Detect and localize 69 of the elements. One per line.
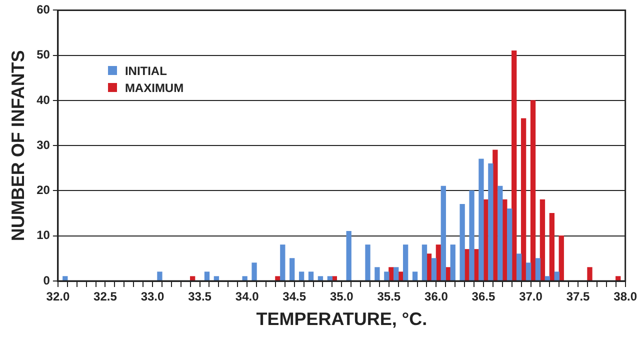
- y-tick-label: 10: [36, 228, 50, 242]
- bar: [530, 100, 536, 281]
- y-tick-label: 60: [36, 2, 50, 17]
- bar: [384, 272, 390, 281]
- bar: [516, 254, 522, 281]
- bar: [526, 262, 532, 281]
- bar: [549, 212, 555, 281]
- bar: [204, 272, 210, 281]
- bar: [512, 50, 517, 281]
- x-tick-label: 37.5: [566, 290, 590, 304]
- bar: [422, 244, 428, 281]
- bar: [554, 272, 560, 281]
- x-tick-label: 33.0: [140, 290, 165, 304]
- bar: [214, 276, 220, 281]
- bar: [520, 118, 526, 281]
- bar: [275, 276, 280, 281]
- x-tick-label: 32.5: [94, 290, 118, 304]
- bar: [374, 267, 380, 281]
- bar: [403, 244, 408, 281]
- bar: [327, 276, 333, 281]
- bar: [469, 190, 474, 281]
- bar: [308, 272, 314, 281]
- x-tick-label: 37.0: [519, 290, 543, 304]
- bar: [252, 262, 257, 281]
- bar: [616, 276, 621, 281]
- bar: [318, 276, 324, 281]
- x-tick-label: 33.5: [188, 290, 212, 304]
- x-tick-label: 38.0: [614, 290, 638, 304]
- x-axis-title: TEMPERATURE, °C.: [256, 309, 428, 330]
- bar: [450, 244, 456, 281]
- y-tick-label: 30: [36, 138, 50, 152]
- bar: [157, 272, 162, 281]
- bar: [440, 186, 446, 281]
- x-tick-label: 32.0: [46, 290, 70, 304]
- bar: [298, 272, 304, 281]
- legend-label: MAXIMUM: [124, 80, 184, 95]
- bar: [346, 231, 352, 281]
- legend-label: INITIAL: [124, 64, 167, 78]
- bar: [62, 276, 68, 281]
- x-tick-label: 36.5: [472, 290, 496, 304]
- bar: [540, 199, 546, 281]
- bar: [488, 163, 494, 281]
- bar: [558, 236, 564, 281]
- bar: [460, 204, 465, 281]
- bar: [544, 276, 550, 281]
- bar: [190, 276, 196, 281]
- y-tick-label: 40: [36, 92, 50, 107]
- x-tick-label: 34.0: [235, 290, 260, 304]
- x-tick-label: 34.5: [282, 290, 306, 304]
- x-tick-label: 35.5: [377, 290, 401, 304]
- bar: [478, 158, 484, 281]
- bar: [394, 267, 399, 281]
- bar: [280, 244, 286, 281]
- y-tick-label: 0: [43, 273, 50, 288]
- bar: [436, 244, 442, 281]
- bar: [365, 244, 370, 281]
- x-tick-label: 35.0: [330, 290, 354, 304]
- bar: [242, 276, 248, 281]
- y-axis-title: NUMBER OF INFANTS: [8, 50, 28, 242]
- bar: [290, 258, 295, 281]
- bar: [498, 186, 503, 281]
- y-tick-label: 50: [36, 48, 50, 62]
- bar: [587, 267, 592, 281]
- bar: [535, 258, 541, 281]
- x-tick-label: 36.0: [424, 290, 448, 304]
- bar: [507, 208, 512, 281]
- bar: [431, 258, 437, 281]
- bar: [412, 272, 418, 281]
- y-tick-label: 20: [36, 183, 50, 198]
